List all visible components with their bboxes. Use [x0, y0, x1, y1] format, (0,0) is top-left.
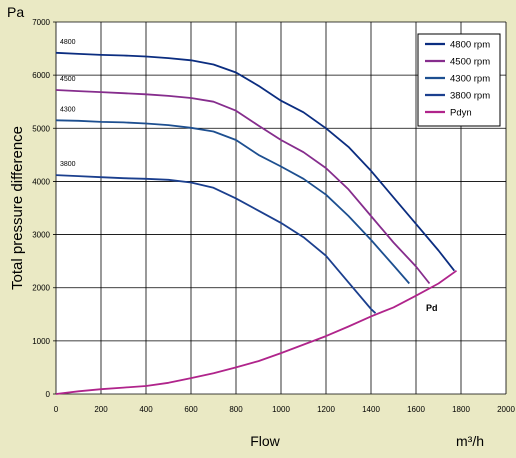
series-line-3800-rpm	[55, 174, 377, 314]
curve-label: 3800	[60, 161, 76, 168]
y-tick-label: 3000	[32, 231, 50, 240]
x-tick-label: 200	[94, 405, 108, 414]
legend-label: 3800 rpm	[450, 91, 490, 102]
x-tick-label: 600	[184, 405, 198, 414]
curve-label: 4500	[60, 76, 76, 83]
y-tick-labels: 0 1000 2000 3000 4000 5000 6000 7000	[32, 18, 50, 399]
legend-label: Pdyn	[450, 108, 472, 119]
y-tick-label: 2000	[32, 284, 50, 293]
pd-annotation: Pd	[426, 303, 438, 313]
x-tick-label: 1200	[317, 405, 335, 414]
x-tick-label: 400	[139, 405, 153, 414]
legend-label: 4300 rpm	[450, 74, 490, 85]
grid-lines	[53, 21, 507, 395]
x-tick-label: 800	[229, 405, 243, 414]
series-line-4500-rpm	[55, 89, 431, 285]
x-axis-title: Flow	[250, 433, 280, 449]
y-axis-title: Total pressure difference	[9, 126, 26, 290]
y-tick-label: 1000	[32, 337, 50, 346]
series-line-4300-rpm	[55, 119, 410, 285]
x-tick-labels: 0 200 400 600 800 1000 1200 1400 1600 1800 2000	[54, 405, 516, 414]
curve-labels: 4800 4500 4300 3800	[60, 39, 76, 168]
legend-box	[417, 33, 501, 127]
curve-label: 4800	[60, 39, 76, 46]
y-unit-label: Pa	[7, 4, 24, 20]
series-line-pdyn	[55, 269, 458, 395]
legend: 4800 rpm 4500 rpm 4300 rpm 3800 rpm Pdyn	[417, 33, 501, 127]
x-unit-label: m³/h	[456, 433, 484, 449]
y-tick-label: 5000	[32, 124, 50, 133]
legend-label: 4500 rpm	[450, 57, 490, 68]
x-tick-label: 1000	[272, 405, 290, 414]
curve-label: 4300	[60, 106, 76, 113]
x-tick-label: 1400	[362, 405, 380, 414]
series-lines	[55, 51, 458, 395]
legend-items: 4800 rpm 4500 rpm 4300 rpm 3800 rpm Pdyn	[425, 40, 490, 119]
y-tick-label: 6000	[32, 71, 50, 80]
x-tick-label: 1600	[407, 405, 425, 414]
y-tick-label: 4000	[32, 177, 50, 186]
x-tick-label: 2000	[497, 405, 515, 414]
y-tick-label: 0	[46, 390, 51, 399]
x-tick-label: 0	[54, 405, 59, 414]
y-tick-label: 7000	[32, 18, 50, 27]
legend-label: 4800 rpm	[450, 40, 490, 51]
x-tick-label: 1800	[452, 405, 470, 414]
series-line-4800-rpm	[55, 51, 456, 272]
